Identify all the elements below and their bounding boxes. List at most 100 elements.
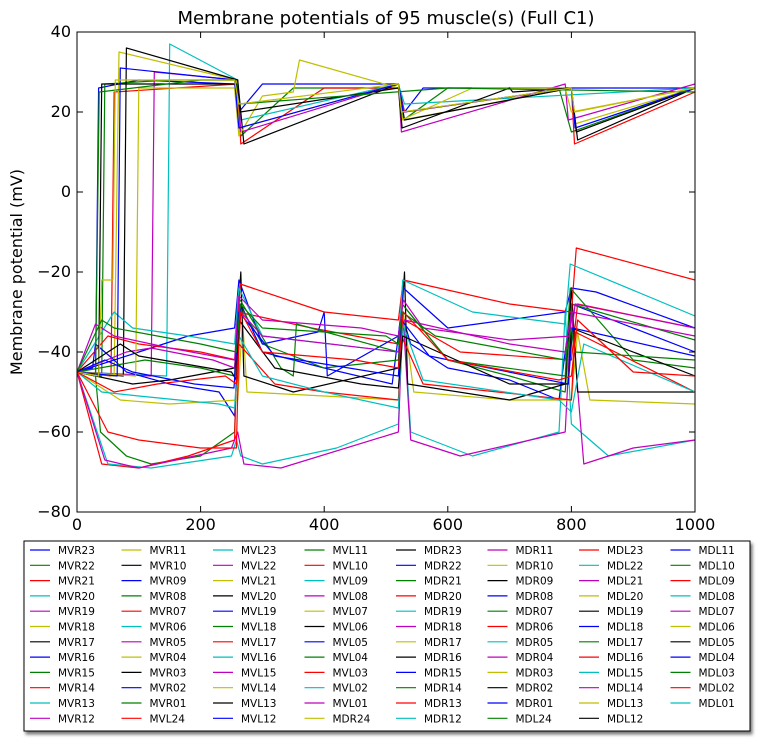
legend-label: MDL01 (699, 698, 735, 710)
legend-label: MVL20 (241, 591, 276, 603)
legend-label: MVL04 (333, 652, 369, 664)
legend-label: MVR01 (150, 698, 187, 710)
x-tick-label: 0 (72, 515, 82, 534)
legend-label: MVR07 (150, 606, 187, 618)
legend-label: MDR23 (424, 545, 462, 557)
legend-label: MVR14 (58, 683, 95, 695)
series-line (77, 59, 695, 377)
legend-label: MVL17 (241, 637, 276, 649)
legend-label: MDR17 (424, 637, 462, 649)
legend-label: MVR22 (58, 560, 95, 572)
legend-label: MVL05 (333, 637, 368, 649)
legend-label: MDR13 (424, 698, 462, 710)
legend-box (23, 540, 751, 732)
y-axis-label: Membrane potential (mV) (7, 169, 26, 375)
series-line (77, 287, 695, 377)
legend-label: MDL24 (516, 713, 553, 725)
x-tick-label: 400 (309, 515, 340, 534)
series-line (77, 83, 695, 377)
legend-label: MVL21 (241, 576, 276, 588)
legend-label: MDR21 (424, 576, 462, 588)
chart-title: Membrane potentials of 95 muscle(s) (Ful… (177, 8, 594, 29)
legend-label: MVL15 (241, 667, 276, 679)
legend-label: MDL16 (607, 652, 644, 664)
series-line (77, 323, 695, 413)
series-line (77, 83, 695, 377)
legend-label: MVR06 (150, 622, 187, 634)
plot-lines (77, 43, 695, 469)
legend-label: MVL06 (333, 622, 369, 634)
legend-label: MVR11 (150, 545, 187, 557)
legend-label: MDR20 (424, 591, 462, 603)
legend-label: MVL01 (333, 698, 368, 710)
x-tick-label: 200 (185, 515, 216, 534)
legend-label: MDR02 (516, 683, 554, 695)
legend-label: MVR16 (58, 652, 95, 664)
legend-label: MVR21 (58, 576, 95, 588)
legend-label: MVR12 (58, 713, 95, 725)
legend-label: MDL13 (607, 698, 643, 710)
legend-label: MDL22 (607, 560, 643, 572)
legend-label: MDR03 (516, 667, 554, 679)
legend-label: MDL23 (607, 545, 643, 557)
legend-label: MVL22 (241, 560, 276, 572)
legend-label: MVR09 (150, 576, 187, 588)
legend-label: MDR07 (516, 606, 554, 618)
y-tick-label: −40 (37, 342, 71, 361)
legend-label: MVR08 (150, 591, 187, 603)
series-line (77, 71, 695, 377)
series-line (77, 311, 695, 389)
legend-label: MVL08 (333, 591, 368, 603)
legend-label: MDL05 (699, 637, 735, 649)
legend-label: MDL10 (699, 560, 735, 572)
legend-label: MDL20 (607, 591, 643, 603)
legend-label: MDR05 (516, 637, 554, 649)
legend-label: MVR03 (150, 667, 187, 679)
legend-label: MVL07 (333, 606, 368, 618)
legend-label: MVR23 (58, 545, 95, 557)
legend-label: MDL08 (699, 591, 735, 603)
legend-label: MDR01 (516, 698, 554, 710)
legend-label: MDR06 (516, 622, 554, 634)
series-line (77, 311, 695, 393)
series-line (77, 303, 695, 373)
y-tick-label: −20 (37, 262, 71, 281)
series-line (77, 79, 695, 377)
legend-label: MDL11 (699, 545, 735, 557)
legend-label: MDR11 (516, 545, 554, 557)
legend-label: MVL09 (333, 576, 368, 588)
legend-label: MVL10 (333, 560, 368, 572)
legend-label: MVL23 (241, 545, 276, 557)
legend-label: MVR18 (58, 622, 95, 634)
legend-label: MVL11 (333, 545, 368, 557)
legend-label: MVL02 (333, 683, 368, 695)
legend: MVR23 MVR22 MVR21 MVR20 MVR19 MVR18 MVR17 MVR16… (23, 540, 751, 732)
legend-label: MDL09 (699, 576, 735, 588)
y-tick-label: −80 (37, 502, 71, 521)
legend-label: MVR19 (58, 606, 95, 618)
x-tick-label: 1000 (675, 515, 716, 534)
legend-label: MDR09 (516, 576, 554, 588)
series-line (77, 319, 695, 389)
legend-label: MDL14 (607, 683, 644, 695)
y-tick-label: 20 (51, 102, 71, 121)
legend-label: MVR20 (58, 591, 95, 603)
series-line (77, 43, 695, 377)
legend-label: MVR05 (150, 637, 187, 649)
legend-label: MVL03 (333, 667, 368, 679)
x-tick-label: 600 (433, 515, 464, 534)
legend-label: MVL19 (241, 606, 276, 618)
series-line (77, 311, 695, 405)
legend-label: MVR02 (150, 683, 187, 695)
series-line (77, 311, 695, 373)
legend-label: MVL14 (241, 683, 277, 695)
legend-label: MVL13 (241, 698, 276, 710)
legend-label: MDR19 (424, 606, 462, 618)
legend-label: MDR22 (424, 560, 462, 572)
legend-label: MDL15 (607, 667, 643, 679)
legend-label: MDL21 (607, 576, 643, 588)
y-tick-label: 40 (51, 22, 71, 41)
legend-label: MDL18 (607, 622, 643, 634)
legend-label: MDL07 (699, 606, 735, 618)
legend-label: MVR13 (58, 698, 95, 710)
